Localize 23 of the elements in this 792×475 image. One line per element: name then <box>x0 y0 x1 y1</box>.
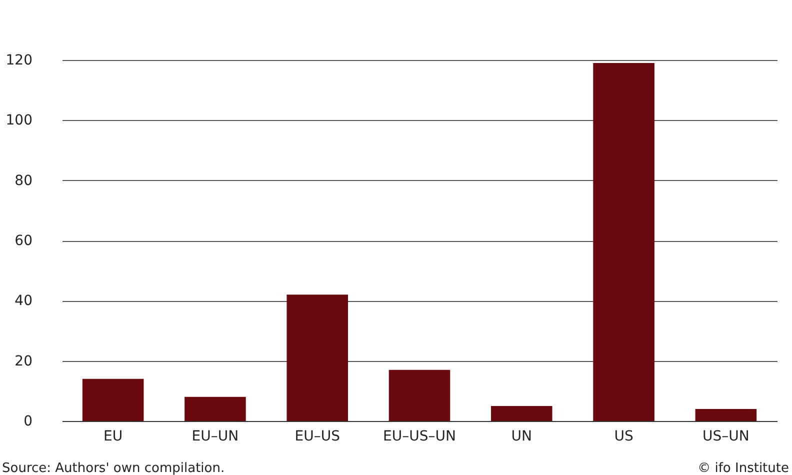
text: © ifo Institute <box>698 461 789 475</box>
bar <box>695 408 757 421</box>
x-tick-label: EU–UN <box>192 428 239 444</box>
bar <box>82 378 144 421</box>
x-tick-label: EU–US <box>294 428 340 444</box>
x-tick-label: US <box>614 428 634 444</box>
bar <box>593 63 654 421</box>
y-tick-label: 120 <box>6 52 32 68</box>
bar <box>184 396 246 421</box>
y-tick-label: 40 <box>14 293 32 310</box>
x-tick-label: US–UN <box>702 428 750 444</box>
bar <box>286 294 348 421</box>
y-tick-label: 100 <box>6 112 32 129</box>
y-tick-label: 80 <box>14 172 32 189</box>
y-tick-label: 20 <box>14 353 32 370</box>
x-tick-label: UN <box>511 428 532 444</box>
x-tick-label: EU <box>104 428 123 444</box>
bar <box>491 406 552 421</box>
y-tick-label: 0 <box>24 414 32 430</box>
y-tick-label: 60 <box>14 233 32 249</box>
source-note: Source: Authors' own compilation. <box>2 461 225 475</box>
x-tick-label: EU–US–UN <box>383 428 456 444</box>
bar <box>388 370 450 421</box>
